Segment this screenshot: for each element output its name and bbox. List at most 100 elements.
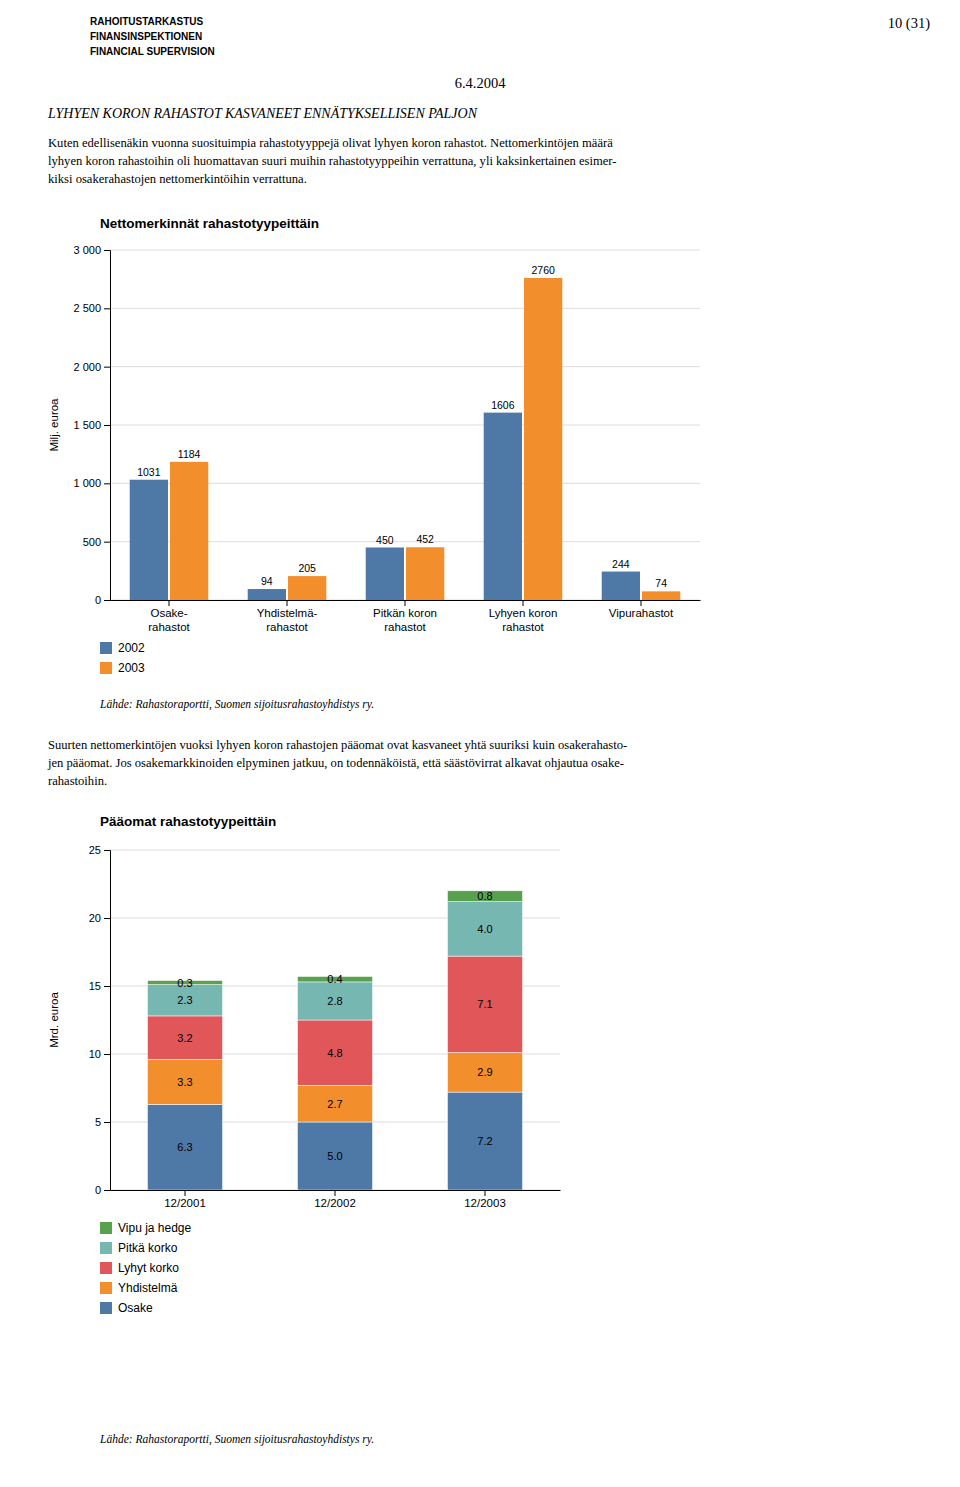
data-label: 2.8 [327,995,342,1007]
x-tick-mark [523,600,524,606]
data-label: 7.2 [477,1135,492,1147]
grid-line [110,250,700,251]
bar [642,591,680,600]
grid [110,250,700,600]
chart: Nettomerkinnät rahastotyypeittäin1031944… [48,216,701,711]
data-label: 205 [298,562,316,574]
x-tick: 12/2001 [164,1190,206,1209]
header: RAHOITUSTARKASTUSFINANSINSPEKTIONENFINAN… [47,15,930,120]
x-tick-label-line: rahastot [148,621,190,633]
legend-label: Osake [118,1301,153,1315]
bar [288,576,326,600]
y-tick-mark [104,600,110,601]
bar-segment [148,985,223,1016]
logo-text: FINANSINSPEKTIONEN [90,31,202,42]
y-axis-title: Milj. euroa [48,398,60,452]
paragraph-line: rahastoihin. [48,774,107,788]
x-tick: 12/2002 [314,1190,356,1209]
x-tick-label-line: Vipurahastot [609,607,674,619]
y-tick-mark [104,1054,110,1055]
y-tick-label: 1 000 [73,477,101,489]
y-tick: 3 000 [73,244,110,256]
bar-segment [148,1016,223,1060]
y-axis-line [104,251,111,601]
legend: 20022003 [100,641,145,675]
y-tick-mark [104,542,110,543]
y-tick-mark [104,1190,110,1191]
x-tick-label-line: Osake- [150,607,187,619]
page-number: 10 (31) [888,15,930,32]
paragraph-line: jen pääomat. Jos osakemarkkinoiden elpym… [47,756,624,770]
legend-label: Vipu ja hedge [118,1221,192,1235]
bar-segment [298,982,373,1020]
x-tick-mark [641,600,642,606]
y-tick: 15 [89,980,110,992]
bar-segment [298,1085,373,1122]
grid-line [110,308,700,309]
data-label: 2.9 [477,1066,492,1078]
y-tick-mark [104,308,110,309]
legend-swatch [100,1242,112,1254]
x-tick-label-line: rahastot [384,621,426,633]
grid-line [110,366,700,367]
logo-text: FINANCIAL SUPERVISION [90,46,215,57]
data-label: 0.4 [327,973,342,985]
bar [248,589,286,600]
x-tick-mark [335,1190,336,1196]
data-label: 6.3 [177,1141,192,1153]
x-tick-label-line: rahastot [266,621,308,633]
x-tick-label: Osake-rahastot [148,607,190,633]
data-label: 1606 [491,399,515,411]
y-tick: 20 [89,912,110,924]
x-tick-label-line: Yhdistelmä- [257,607,318,619]
legend-swatch [100,642,112,654]
data-label: 94 [261,575,273,587]
bar-segment [148,1104,223,1190]
page: RAHOITUSTARKASTUSFINANSINSPEKTIONENFINAN… [0,0,960,1487]
x-tick-label-line: Lyhyen koron [489,607,558,619]
bar-segment [448,1092,523,1190]
y-tick: 2 500 [73,302,110,314]
y-tick-mark [104,483,110,484]
y-tick-mark [104,986,110,987]
chart: Pääomat rahastotyypeittäin6.35.07.23.32.… [48,814,561,1446]
heading: LYHYEN KORON RAHASTOT KASVANEET ENNÄTYKS… [47,105,478,121]
y-tick-label: 5 [95,1116,101,1128]
data-label: 3.2 [177,1032,192,1044]
x-tick-label-line: 12/2002 [314,1197,356,1209]
paragraph-line: Suurten nettomerkintöjen vuoksi lyhyen k… [48,738,627,752]
y-tick-mark [104,850,110,851]
bar [484,413,522,600]
source-note: Lähde: Rahastoraportti, Suomen sijoitusr… [99,1433,374,1446]
y-tick: 0 [95,594,110,606]
legend-swatch [100,1302,112,1314]
y-tick: 500 [83,536,110,548]
chart-title: Nettomerkinnät rahastotyypeittäin [100,216,319,231]
data-label: 5.0 [327,1150,342,1162]
data-label: 2.3 [177,994,192,1006]
chart-title: Pääomat rahastotyypeittäin [100,814,276,829]
bar-segment [298,1020,373,1085]
bar [524,278,562,600]
data-label: 0.8 [477,890,492,902]
x-axis: 12/2001 12/2002 12/2003 [111,1190,561,1209]
x-tick: 12/2003 [464,1190,506,1209]
y-tick-label: 3 000 [73,244,101,256]
legend: Vipu ja hedgePitkä korkoLyhyt korkoYhdis… [100,1221,192,1315]
paragraph-line: Kuten edellisenäkin vuonna suosituimpia … [48,136,613,150]
data-label: 4.0 [477,923,492,935]
y-tick: 25 [89,844,110,856]
x-tick-mark [485,1190,486,1196]
bars [130,278,681,600]
grid-line [110,425,700,426]
data-label: 7.1 [477,998,492,1010]
x-tick: Osake-rahastot [148,600,190,633]
y-tick: 1 000 [73,477,110,489]
data-label: 244 [612,558,630,570]
y-tick: 10 [89,1048,110,1060]
x-tick: Pitkän koronrahastot [373,600,437,633]
y-tick-label: 0 [95,1184,101,1196]
source-note: Lähde: Rahastoraportti, Suomen sijoitusr… [99,698,374,711]
legend-swatch [100,1282,112,1294]
y-tick-mark [104,425,110,426]
